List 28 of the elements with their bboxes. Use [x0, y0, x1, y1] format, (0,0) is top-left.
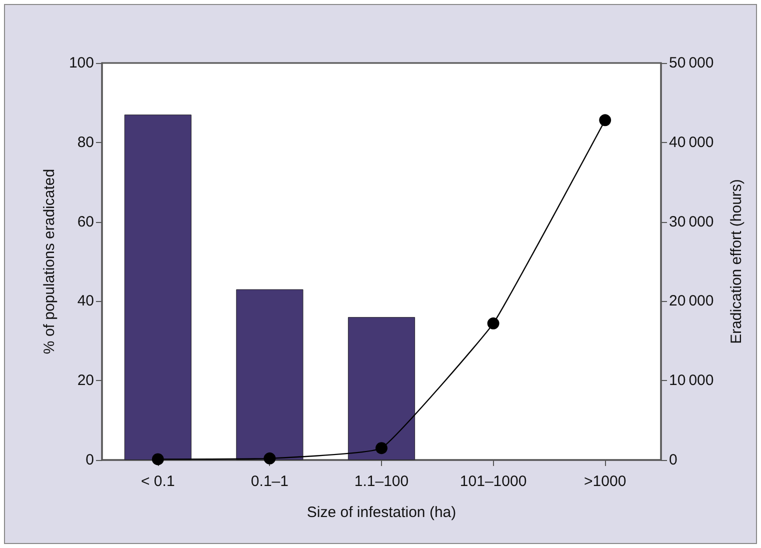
point	[487, 317, 500, 330]
x-axis-title: Size of infestation (ha)	[306, 504, 456, 521]
point	[599, 114, 612, 126]
x-tick-label: 1.1–100	[354, 473, 409, 490]
y-tick-label: 20	[77, 372, 94, 390]
x-tick-label: 0.1–1	[250, 473, 288, 490]
y-tick-label: 60	[77, 213, 94, 230]
bar	[236, 289, 304, 460]
y2-axis-title: Eradication effort (hours)	[728, 179, 745, 344]
y-tick-label: 40	[77, 292, 94, 310]
y2-tick-label: 40 000	[669, 134, 714, 151]
y2-tick-label: 10 000	[669, 372, 714, 390]
y2-tick-label: 30 000	[669, 213, 714, 230]
x-tick-label: >1000	[584, 473, 626, 490]
y-tick-label: 100	[68, 54, 94, 72]
y2-tick-label: 20 000	[669, 292, 714, 310]
point	[152, 453, 164, 466]
y2-tick-label: 50 000	[669, 54, 714, 72]
y-tick-label: 0	[86, 452, 94, 468]
x-tick-label: < 0.1	[141, 473, 175, 490]
y-axis-title: % of populations eradicated	[41, 168, 58, 354]
point	[376, 442, 388, 454]
x-tick-label: 101–1000	[460, 473, 527, 490]
bar	[124, 114, 192, 460]
bar	[348, 317, 416, 460]
y2-tick-label: 0	[669, 452, 678, 468]
point	[264, 452, 276, 464]
y-tick-label: 80	[77, 134, 94, 151]
